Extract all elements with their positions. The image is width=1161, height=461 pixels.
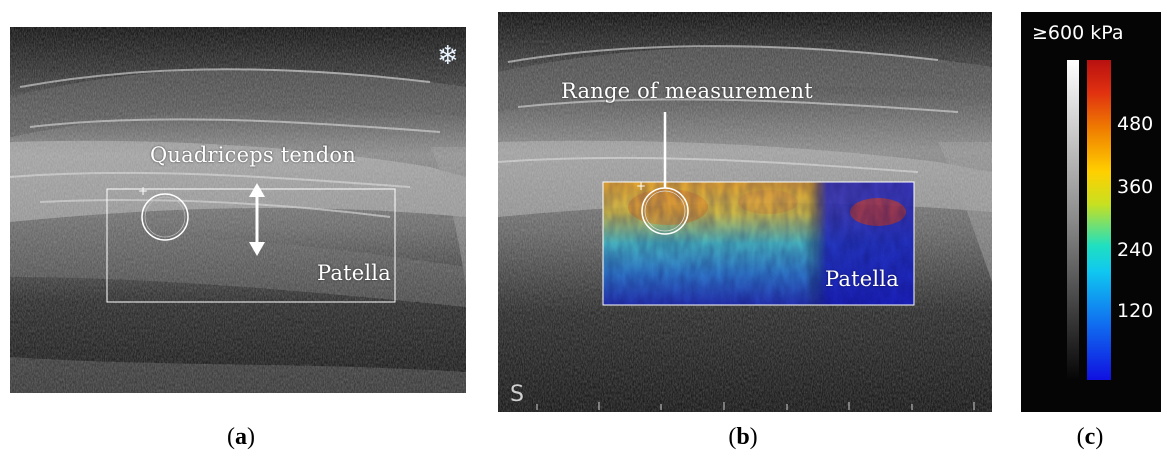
caption-a: (a) bbox=[227, 424, 255, 450]
color-scale-bar bbox=[1087, 60, 1111, 380]
patella-label-a: Patella bbox=[317, 261, 391, 285]
caption-c: (c) bbox=[1076, 424, 1104, 450]
svg-text:+: + bbox=[636, 179, 646, 193]
shear-wave-image-b: + bbox=[498, 12, 992, 412]
colorbar-tick-360: 360 bbox=[1117, 176, 1154, 198]
colorbar-panel-c: ≥600 kPa 480 360 240 120 bbox=[1021, 12, 1161, 412]
depth-scale-ticks bbox=[536, 402, 975, 410]
grayscale-bar bbox=[1067, 60, 1079, 380]
swe-color-map bbox=[603, 182, 914, 305]
roi-box-b bbox=[602, 181, 915, 306]
snowflake-icon: ❄ bbox=[437, 41, 459, 71]
quadriceps-tendon-label: Quadriceps tendon bbox=[150, 143, 356, 167]
patella-label-b: Patella bbox=[825, 267, 899, 291]
elastography-panel-b: + Range of measurement Patella S bbox=[498, 12, 992, 412]
range-of-measurement-label: Range of measurement bbox=[561, 79, 813, 103]
roi-box-a bbox=[106, 188, 396, 303]
colorbar-max-label: ≥600 kPa bbox=[1032, 22, 1124, 44]
s-mode-icon: S bbox=[510, 382, 524, 407]
colorbar-tick-480: 480 bbox=[1117, 113, 1154, 135]
colorbar-tick-120: 120 bbox=[1117, 300, 1154, 322]
b-mode-image-a: + bbox=[10, 27, 466, 393]
ultrasound-panel-a: + Quadriceps tendon Patella ❄ bbox=[10, 27, 466, 393]
measurement-circle-a bbox=[141, 193, 189, 241]
svg-text:+: + bbox=[138, 184, 148, 198]
thickness-arrow bbox=[249, 183, 265, 256]
caption-b: (b) bbox=[728, 424, 758, 450]
colorbar-tick-240: 240 bbox=[1117, 239, 1154, 261]
